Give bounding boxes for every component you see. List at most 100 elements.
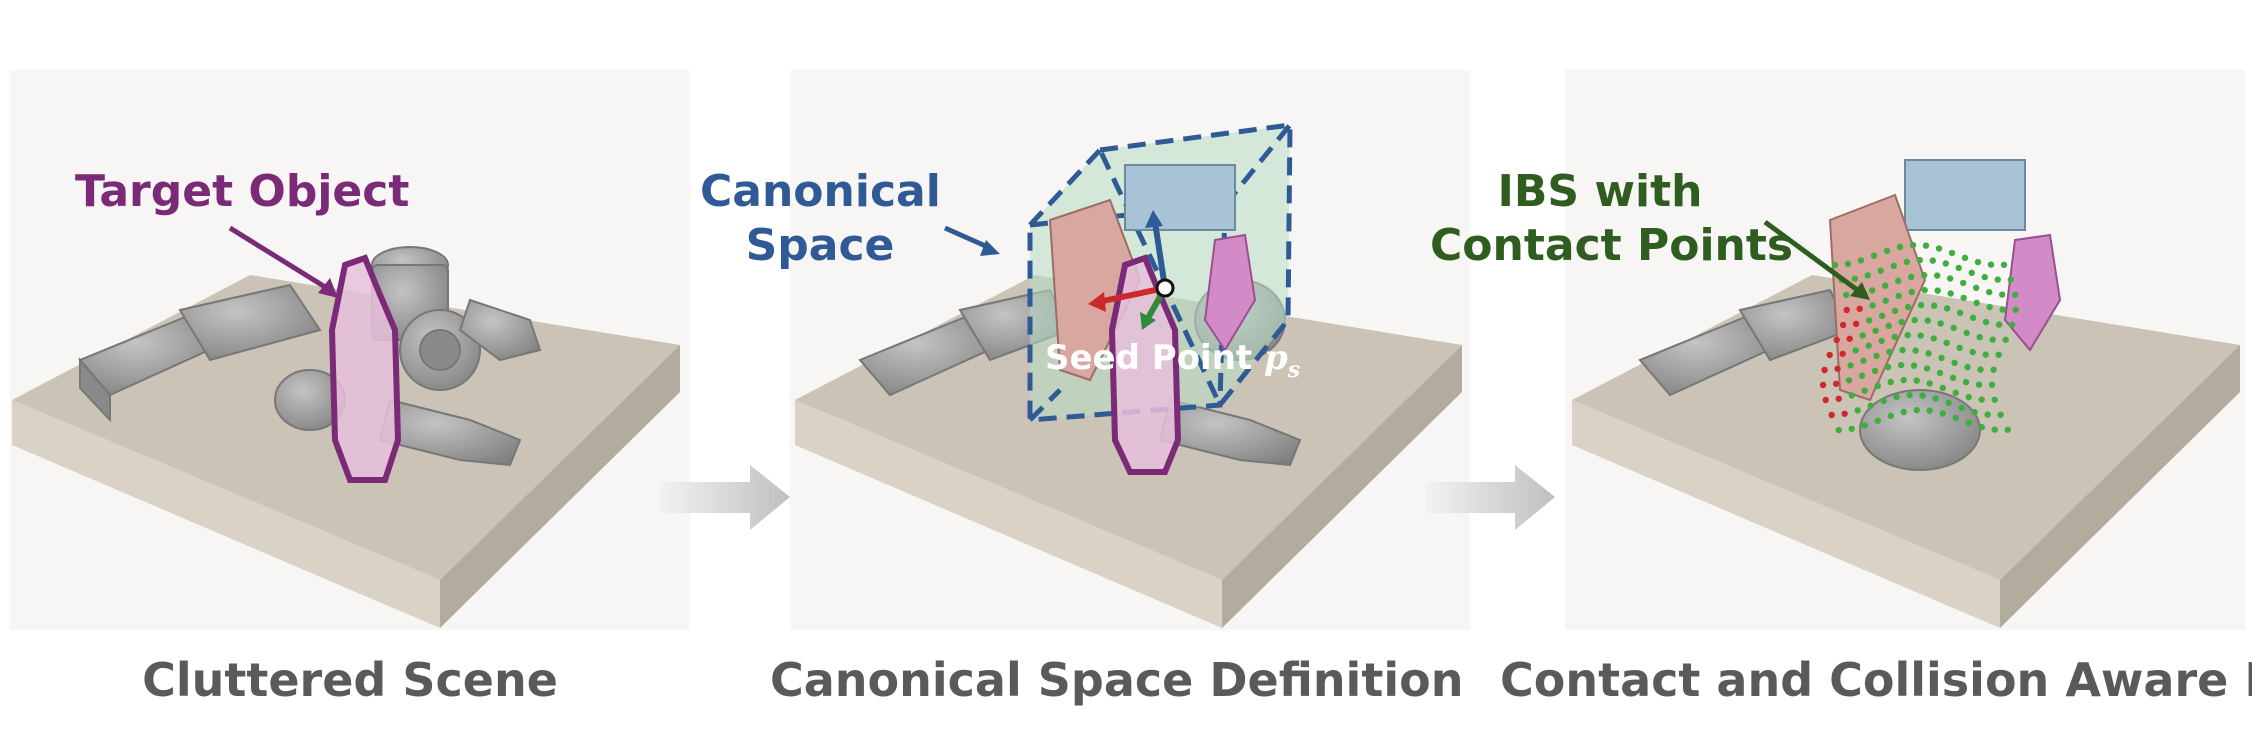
ibs-point bbox=[1904, 331, 1911, 339]
target-object-outline bbox=[1108, 254, 1182, 475]
ibs-point bbox=[2002, 336, 2009, 343]
canonical-pointer-arrow bbox=[943, 225, 992, 251]
panel-ibs bbox=[1565, 70, 2245, 630]
ibs-point bbox=[1865, 317, 1873, 324]
ibs-point bbox=[1935, 245, 1943, 252]
axis-red-head bbox=[1088, 292, 1106, 312]
seed-point-symbol: p bbox=[1264, 338, 1288, 378]
ibs-point bbox=[1897, 361, 1905, 369]
ibs-point bbox=[2007, 276, 2014, 283]
ibs-point bbox=[1865, 342, 1872, 349]
contact-point bbox=[1846, 335, 1853, 342]
ibs-point bbox=[1934, 287, 1941, 294]
ibs-point bbox=[1887, 412, 1894, 420]
ibs-point bbox=[1893, 393, 1900, 401]
canonical-space-label: Canonical Space bbox=[700, 165, 941, 273]
tray-side bbox=[440, 345, 680, 628]
ibs-point bbox=[1981, 273, 1988, 281]
ibs-pointer-arrow bbox=[1763, 219, 1862, 295]
ibs-point bbox=[1878, 337, 1885, 345]
contact-point bbox=[1843, 306, 1850, 314]
ibs-point bbox=[1895, 292, 1902, 300]
ibs-point bbox=[1900, 376, 1907, 384]
tray-front bbox=[12, 400, 440, 628]
ibs-point bbox=[1930, 302, 1938, 309]
ibs-point bbox=[2000, 261, 2008, 268]
ibs-point bbox=[1969, 314, 1977, 322]
clutter-objects bbox=[78, 246, 542, 467]
contact-point bbox=[1856, 305, 1863, 312]
ibs-point bbox=[1852, 347, 1859, 354]
flow-arrow-2 bbox=[1425, 465, 1555, 530]
ibs-point bbox=[1885, 322, 1892, 330]
target-object-label: Target Object bbox=[75, 166, 410, 217]
ibs-point bbox=[1994, 276, 2001, 283]
ibs-point bbox=[1906, 391, 1913, 399]
panel-cluttered-scene bbox=[10, 70, 690, 630]
caption-cluttered-scene: Cluttered Scene bbox=[142, 653, 558, 707]
ibs-point bbox=[1835, 426, 1842, 434]
ibs-point bbox=[1961, 254, 1969, 262]
contact-point bbox=[1832, 380, 1840, 387]
ibs-point bbox=[1883, 247, 1891, 255]
ibs-point bbox=[1869, 302, 1876, 309]
axis-green-head bbox=[1140, 312, 1156, 330]
ibs-point bbox=[1930, 335, 1937, 342]
ibs-point bbox=[1858, 372, 1866, 379]
ibs-point bbox=[1877, 267, 1884, 274]
ibs-point bbox=[1864, 272, 1871, 279]
contact-point bbox=[1839, 321, 1847, 329]
flow-arrow-1 bbox=[660, 465, 790, 530]
ibs-point bbox=[1831, 261, 1839, 269]
ibs-point bbox=[1937, 320, 1944, 327]
ibs-pointer-head bbox=[1850, 282, 1870, 300]
ibs-point bbox=[1995, 321, 2003, 328]
ibs-point bbox=[1926, 407, 1933, 414]
ibs-point bbox=[1956, 309, 1964, 317]
ibs-point bbox=[1842, 291, 1850, 299]
ibs-point bbox=[1951, 359, 1958, 367]
ibs-point bbox=[1969, 348, 1976, 356]
contact-point bbox=[1839, 350, 1846, 357]
axis-red bbox=[1097, 285, 1166, 305]
ibs-point bbox=[1945, 399, 1952, 407]
ibs-point bbox=[2004, 426, 2011, 433]
ibs-point bbox=[1965, 419, 1972, 427]
gripper-body bbox=[1124, 164, 1236, 231]
contact-point bbox=[1819, 381, 1827, 389]
caption-contact-collision-ibs: Contact and Collision Aware IBS bbox=[1500, 653, 2252, 707]
canonical-pointer-head bbox=[980, 240, 1000, 256]
ibs-point bbox=[1950, 324, 1957, 332]
ibs-point bbox=[1987, 261, 1995, 268]
caption-canonical-space-definition: Canonical Space Definition bbox=[770, 653, 1464, 707]
ibs-point bbox=[1949, 374, 1957, 382]
panel-canonical-space bbox=[790, 70, 1470, 630]
ibs-point bbox=[1890, 262, 1897, 270]
ibs-point bbox=[1854, 407, 1861, 414]
ibs-point bbox=[1943, 339, 1950, 347]
ibs-point bbox=[1952, 414, 1959, 422]
ibs-point bbox=[1939, 384, 1946, 392]
ibs-label: IBS with Contact Points bbox=[1430, 165, 1793, 273]
ibs-point-cloud bbox=[1819, 241, 2019, 434]
ibs-point bbox=[1978, 396, 1985, 403]
tray-side bbox=[1222, 345, 1462, 628]
ibs-point bbox=[1922, 242, 1930, 249]
axis-blue bbox=[1152, 221, 1168, 289]
ibs-point bbox=[1874, 417, 1881, 424]
ibs-point bbox=[1986, 303, 1993, 311]
ibs-point bbox=[1868, 287, 1876, 294]
gripper-finger-right bbox=[2003, 233, 2062, 352]
ibs-point bbox=[1971, 408, 1978, 416]
ibs-point bbox=[1946, 275, 1954, 282]
ibs-point bbox=[1982, 351, 1989, 358]
contact-point bbox=[1834, 365, 1841, 372]
contact-point bbox=[1822, 396, 1829, 404]
ibs-point bbox=[1972, 284, 1980, 292]
seed-point bbox=[1155, 278, 1175, 298]
ibs-point bbox=[2008, 321, 2016, 328]
contact-point bbox=[1852, 320, 1860, 327]
ibs-point bbox=[1936, 369, 1944, 377]
ibs-point bbox=[1874, 382, 1881, 390]
